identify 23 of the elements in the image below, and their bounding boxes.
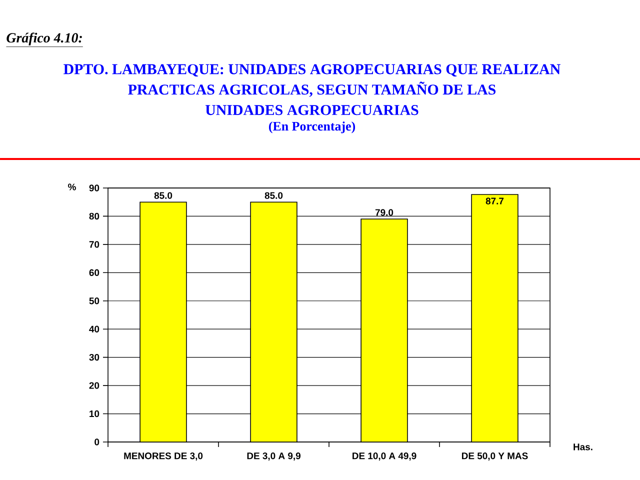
x-tick-label: DE 10,0 A 49,9 bbox=[352, 452, 416, 461]
x-tick-label: MENORES DE 3,0 bbox=[124, 452, 203, 461]
chart-subtitle: (En Porcentaje) bbox=[268, 121, 356, 134]
y-tick-label: 50 bbox=[89, 298, 100, 304]
y-tick-label: 0 bbox=[94, 438, 100, 446]
data-label: 85.0 bbox=[264, 192, 283, 199]
data-label: 79.0 bbox=[375, 209, 394, 216]
data-label: 85.0 bbox=[154, 192, 172, 199]
y-axis-title: % bbox=[68, 184, 76, 190]
x-tick-label: DE 3,0 A 9,9 bbox=[247, 452, 300, 461]
x-axis-title: Has. bbox=[574, 444, 592, 450]
y-tick-label: 40 bbox=[89, 326, 100, 332]
y-tick-label: 30 bbox=[89, 354, 100, 361]
y-tick-label: 90 bbox=[89, 184, 100, 192]
y-tick-label: 20 bbox=[89, 382, 100, 389]
y-tick-label: 60 bbox=[89, 269, 100, 276]
x-tick-label: DE 50,0 Y MAS bbox=[462, 452, 528, 461]
text: Gráfico 4.10: bbox=[6, 32, 82, 46]
y-tick-label: 70 bbox=[89, 241, 100, 248]
data-label: 87.7 bbox=[486, 198, 504, 204]
y-tick-label: 10 bbox=[90, 410, 100, 418]
y-tick-label: 80 bbox=[89, 212, 100, 220]
chart-title: DPTO. LAMBAYEQUE: UNIDADES AGROPECUARIAS QUE REALIZAN PRACTICAS AGRICOLAS, SEGUN TAMAÑO DE LAS UNIDADES AGROPECUARIAS bbox=[64, 64, 560, 116]
